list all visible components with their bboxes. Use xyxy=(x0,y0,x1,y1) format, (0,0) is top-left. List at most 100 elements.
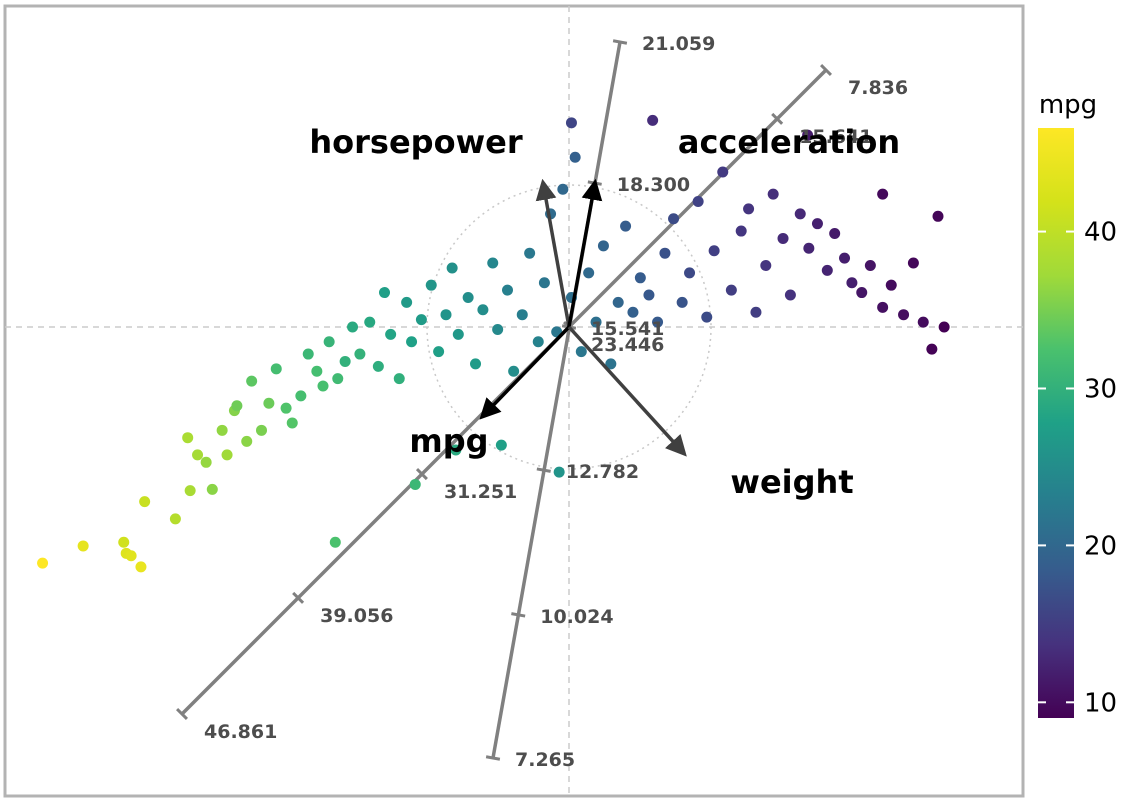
data-point xyxy=(452,328,464,340)
data-point xyxy=(477,304,489,316)
data-point xyxy=(898,309,910,321)
data-point xyxy=(917,316,929,328)
data-point xyxy=(263,397,275,409)
data-point xyxy=(864,260,876,271)
data-point xyxy=(415,314,427,326)
data-point xyxy=(538,277,550,289)
axis-tick-mark xyxy=(292,591,305,604)
data-point xyxy=(364,316,376,328)
axis-tick-label: 15.541 xyxy=(591,318,664,340)
data-point xyxy=(339,355,351,367)
data-point xyxy=(569,151,581,163)
data-point xyxy=(135,561,147,573)
data-point xyxy=(829,228,841,240)
data-point xyxy=(495,439,507,451)
data-point xyxy=(676,296,688,308)
data-point xyxy=(516,309,528,321)
data-point xyxy=(803,242,815,254)
data-point xyxy=(401,296,413,308)
data-point xyxy=(487,257,499,269)
data-point xyxy=(620,220,632,232)
colorbar: mpg 10 20 30 40 xyxy=(1038,90,1117,718)
data-point xyxy=(221,449,233,461)
data-point xyxy=(492,323,504,335)
data-point xyxy=(777,232,789,244)
data-point xyxy=(575,346,587,358)
data-point xyxy=(725,284,737,296)
variable-label: weight xyxy=(730,463,853,501)
axis-tick-label: 46.861 xyxy=(204,721,277,743)
axis-tick-mark xyxy=(771,112,784,125)
data-point xyxy=(877,301,889,313)
data-point xyxy=(206,483,218,495)
data-point xyxy=(932,210,944,222)
data-point xyxy=(659,247,671,259)
axis-tick-label: 18.300 xyxy=(617,174,690,196)
axis-tick-labels: 7.836 15.641 23.446 31.251 39.056 46.861 21.05… xyxy=(204,33,908,771)
data-point xyxy=(446,262,458,274)
loading-arrows xyxy=(479,178,687,457)
data-point xyxy=(241,435,253,447)
data-point xyxy=(450,444,462,456)
data-point xyxy=(37,557,49,569)
variable-labels: horsepower acceleration mpg weight xyxy=(309,123,900,501)
colorbar-ticks: 10 20 30 40 xyxy=(1038,218,1117,718)
data-point xyxy=(508,365,520,377)
data-point xyxy=(311,365,323,377)
data-point xyxy=(231,400,243,412)
data-point xyxy=(317,380,329,392)
data-point xyxy=(877,188,889,200)
data-point xyxy=(433,346,445,358)
data-point xyxy=(372,360,384,372)
data-point xyxy=(502,284,513,296)
data-point xyxy=(347,321,359,333)
data-point xyxy=(354,348,366,360)
data-point xyxy=(760,260,772,271)
axis-tick-label: 15.641 xyxy=(799,126,872,148)
data-point xyxy=(926,343,938,355)
data-point xyxy=(597,240,609,252)
data-point xyxy=(856,287,868,299)
data-point xyxy=(784,289,796,301)
data-point xyxy=(767,188,779,200)
axis-tick-mark xyxy=(612,39,628,45)
colorbar-title: mpg xyxy=(1039,90,1097,120)
axis-tick-label: 21.059 xyxy=(642,33,715,55)
axis-tick-label: 7.265 xyxy=(515,749,575,771)
data-point xyxy=(470,358,482,370)
data-point xyxy=(750,306,762,318)
data-point xyxy=(839,252,851,264)
unit-circle xyxy=(426,184,712,470)
data-point xyxy=(647,114,659,126)
axis-tick-mark xyxy=(415,468,428,481)
data-point xyxy=(393,373,405,385)
data-point xyxy=(605,358,617,370)
data-point xyxy=(590,316,602,328)
axis-tick-label: 12.782 xyxy=(566,461,639,483)
data-point xyxy=(295,390,307,402)
colorbar-gradient xyxy=(1038,128,1074,718)
data-point xyxy=(938,321,950,333)
data-point xyxy=(329,536,341,548)
data-point xyxy=(885,279,897,291)
data-point xyxy=(565,117,577,129)
data-point xyxy=(182,432,194,444)
data-point xyxy=(524,247,536,259)
calibrated-axis-line xyxy=(491,41,622,759)
data-point xyxy=(192,449,204,461)
data-point xyxy=(332,373,344,385)
data-points xyxy=(37,114,950,573)
colorbar-tick-label: 20 xyxy=(1084,531,1117,561)
data-point xyxy=(125,550,137,562)
data-point xyxy=(270,363,282,375)
data-point xyxy=(612,296,624,308)
data-point xyxy=(583,267,595,279)
data-point xyxy=(692,196,704,208)
colorbar-tick-label: 40 xyxy=(1084,218,1117,248)
axis-tick-label: 39.056 xyxy=(320,605,393,627)
data-point xyxy=(77,540,89,552)
data-point xyxy=(286,417,298,429)
axis-tick-mark xyxy=(175,707,189,721)
